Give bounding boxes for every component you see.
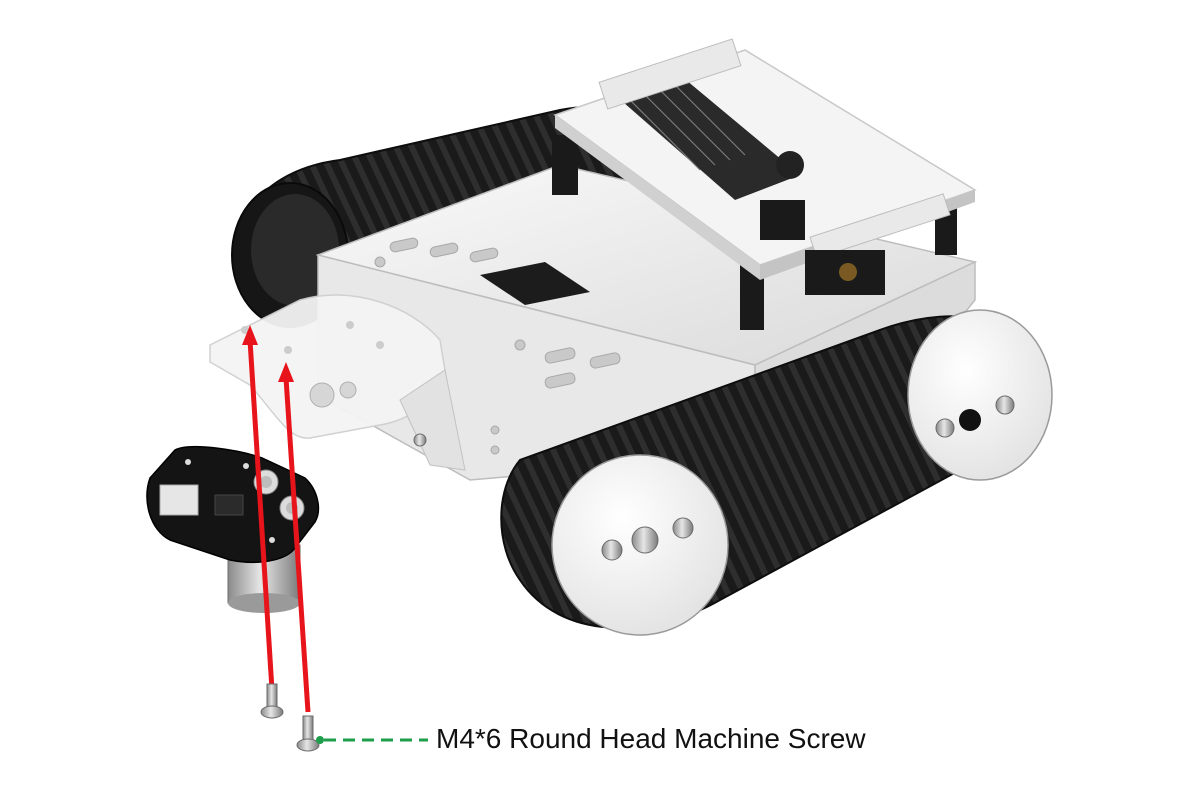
controller-board (552, 38, 977, 330)
mounting-bracket (209, 294, 466, 471)
dc-jack (760, 200, 805, 240)
screw-right (296, 715, 320, 752)
sensor-module (146, 445, 320, 613)
screw-icon (995, 395, 1015, 415)
up-arrow-icon (247, 339, 275, 691)
up-arrow-icon (283, 377, 311, 713)
screw-icon (601, 539, 623, 561)
callout-leader (316, 736, 428, 744)
axle-hole (959, 409, 981, 431)
up-arrow-icon (242, 325, 258, 345)
screw-icon (935, 418, 955, 438)
screw-icon (672, 517, 694, 539)
chassis-slots (374, 237, 621, 455)
front-track (500, 309, 1053, 636)
front-right-wheel (907, 309, 1053, 481)
screw-left (260, 683, 284, 719)
screw-icon (296, 738, 320, 752)
screw-callout-label: M4*6 Round Head Machine Screw (436, 723, 866, 754)
chassis-window (480, 262, 590, 305)
up-arrow-icon (278, 362, 294, 382)
sensor-connector (159, 484, 199, 516)
assembly-arrows (242, 325, 311, 713)
screw-icon (260, 705, 284, 719)
standoff (552, 135, 578, 195)
